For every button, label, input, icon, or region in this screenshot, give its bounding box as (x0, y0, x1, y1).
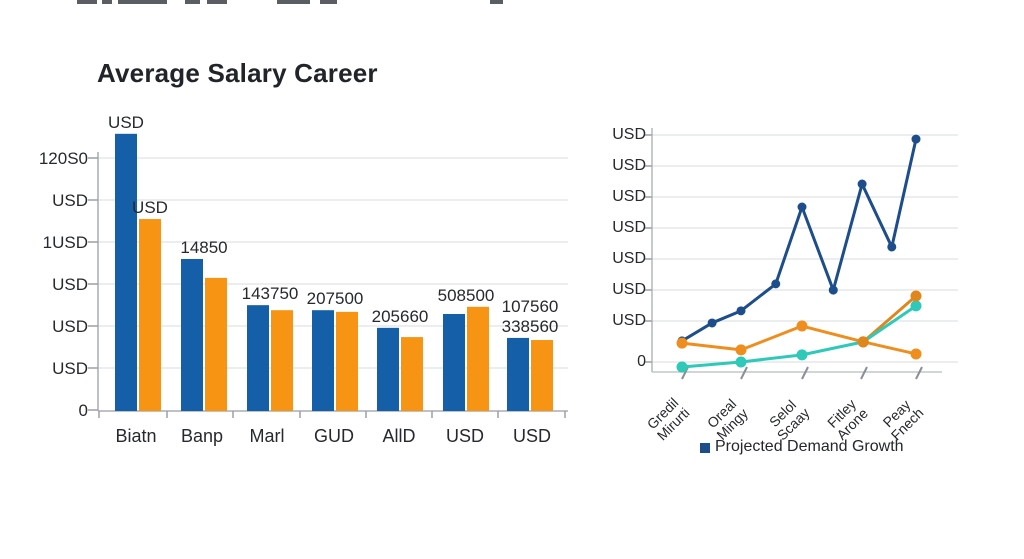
legend-swatch (700, 442, 710, 453)
data-point (911, 134, 921, 144)
bar-x-tick-label: Banp (180, 426, 224, 446)
bar-value-label: 205660 (371, 306, 429, 326)
bar-value-label: USD (108, 112, 144, 132)
bar-y-tick-label: USD (52, 275, 88, 294)
top-crop-fragment (320, 0, 337, 4)
data-point (887, 242, 897, 252)
data-point (796, 320, 808, 332)
legend-label: Projected Demand Growth (715, 438, 904, 455)
bar-y-tick-label: USD (52, 359, 88, 378)
bar-orange (139, 219, 161, 411)
bar-blue (247, 305, 269, 411)
data-point (736, 306, 746, 316)
bar-blue (507, 337, 529, 411)
bar-blue (377, 327, 399, 411)
top-crop-fragment (118, 0, 167, 4)
bar-x-tick-label: GUD (314, 426, 354, 446)
top-crop-fragment (490, 0, 503, 4)
bar-orange (401, 337, 423, 411)
bar-value-label: 143750 (241, 284, 299, 304)
data-point (910, 290, 922, 302)
bar-blue (115, 133, 137, 412)
top-crop-fragment (77, 0, 97, 4)
x-tick-mark (915, 366, 923, 380)
top-crop-fragment (102, 0, 112, 4)
line-chart-legend: Projected Demand Growth (700, 438, 904, 456)
bar-orange (467, 306, 489, 411)
data-point (707, 318, 717, 328)
top-crop-fragment (207, 0, 227, 4)
bar-value-label: USD (132, 198, 168, 218)
bar-value-label: 508500 (437, 285, 495, 305)
bar-x-tick-label: USD (512, 426, 551, 446)
data-point (910, 300, 922, 312)
bar-orange (271, 310, 293, 411)
data-point (676, 337, 688, 349)
top-crop-fragment (277, 0, 310, 4)
line-y-tick-label: USD (612, 126, 646, 143)
bar-value-label: 207500 (306, 289, 364, 309)
line-y-tick-label: 0 (637, 353, 646, 370)
x-tick-mark (801, 366, 809, 380)
bar-y-tick-label: USD (52, 191, 88, 210)
bar-orange (531, 340, 553, 411)
line-y-tick-label: USD (612, 312, 646, 329)
bar-y-tick-label: 0 (78, 401, 88, 420)
data-point (910, 348, 922, 360)
x-tick-mark (860, 366, 868, 380)
bar-y-tick-label: 1USD (42, 233, 88, 252)
bar-orange (205, 277, 227, 411)
bar-x-tick-label: Marl (249, 426, 285, 446)
bar-x-tick-label: AllD (382, 426, 416, 446)
bar-value-label: 107560 338560 (501, 296, 559, 336)
data-point (828, 285, 838, 295)
data-point (857, 336, 869, 348)
line-y-tick-label: USD (612, 281, 646, 298)
line-y-tick-label: USD (612, 250, 646, 267)
line-y-tick-label: USD (612, 188, 646, 205)
top-crop-fragment (185, 0, 200, 4)
bar-x-tick-label: USD (445, 426, 484, 446)
bar-value-label: 14850 (180, 237, 228, 257)
bar-y-tick-label: 120S0 (38, 149, 88, 168)
line-y-tick-label: USD (612, 157, 646, 174)
bar-blue (443, 313, 465, 411)
x-tick-mark (740, 366, 748, 380)
bar-blue (312, 310, 334, 411)
bar-orange (336, 311, 358, 411)
bar-blue (181, 258, 203, 411)
data-point (796, 349, 808, 361)
data-point (857, 179, 867, 189)
bar-x-tick-label: Biatn (115, 426, 157, 446)
bar-chart-title: Average Salary Career (97, 58, 378, 88)
data-point (676, 361, 688, 373)
data-point (771, 279, 781, 289)
data-point (735, 344, 747, 356)
data-point (735, 356, 747, 368)
line-y-tick-label: USD (612, 219, 646, 236)
line-projected-demand-growth (680, 137, 918, 343)
bar-y-tick-label: USD (52, 317, 88, 336)
data-point (797, 202, 807, 212)
